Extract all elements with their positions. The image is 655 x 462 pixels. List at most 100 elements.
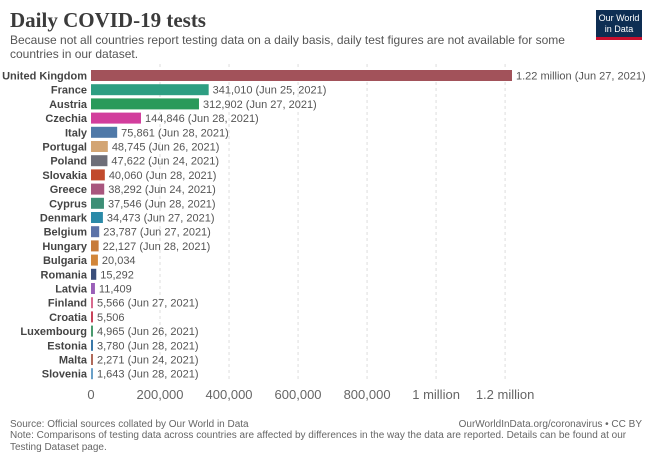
- owid-logo[interactable]: Our World in Data: [596, 10, 642, 40]
- country-label: Hungary: [42, 241, 88, 253]
- bar[interactable]: [91, 70, 512, 81]
- bar-row-austria[interactable]: Austria 312,902 (Jun 27, 2021): [49, 98, 317, 111]
- value-label: 4,965 (Jun 26, 2021): [97, 326, 199, 338]
- bar-row-estonia[interactable]: Estonia 3,780 (Jun 28, 2021): [47, 339, 199, 353]
- bar[interactable]: [91, 240, 99, 252]
- bar-row-france[interactable]: France 341,010 (Jun 25, 2021): [51, 84, 327, 97]
- chart-title: Daily COVID-19 tests: [10, 8, 206, 32]
- bar[interactable]: [91, 183, 105, 195]
- value-label: 47,622 (Jun 24, 2021): [111, 156, 219, 168]
- value-label: 38,292 (Jun 24, 2021): [108, 184, 216, 196]
- value-label: 1.22 million (Jun 27, 2021): [516, 71, 646, 83]
- bar[interactable]: [91, 268, 97, 280]
- country-label: Italy: [65, 127, 88, 139]
- gridlines: [159, 64, 506, 382]
- bar[interactable]: [91, 197, 104, 209]
- value-label: 40,060 (Jun 28, 2021): [109, 170, 217, 182]
- country-label: Estonia: [47, 340, 88, 352]
- note-text: Note: Comparisons of testing data across…: [10, 430, 627, 453]
- value-label: 11,409: [99, 284, 132, 296]
- bar[interactable]: [91, 283, 95, 294]
- bar-row-portugal[interactable]: Portugal 48,745 (Jun 26, 2021): [42, 141, 219, 154]
- country-label: Slovenia: [42, 369, 88, 381]
- value-label: 341,010 (Jun 25, 2021): [213, 85, 327, 97]
- logo-line-2: in Data: [604, 24, 634, 34]
- bar-row-cyprus[interactable]: Cyprus 37,546 (Jun 28, 2021): [49, 197, 216, 211]
- bar-row-malta[interactable]: Malta 2,271 (Jun 24, 2021): [59, 354, 199, 367]
- logo-line-1: Our World: [598, 13, 640, 23]
- bar[interactable]: [91, 155, 108, 167]
- x-tick-label: 200,000: [137, 387, 184, 402]
- source-url-link[interactable]: OurWorldInData.org/coronavirus • CC BY: [458, 419, 642, 430]
- source-text: Source: Official sources collated by Our…: [10, 419, 249, 430]
- bar-row-belgium[interactable]: Belgium 23,787 (Jun 27, 2021): [44, 226, 211, 239]
- bar[interactable]: [91, 297, 93, 309]
- country-label: Belgium: [44, 227, 88, 239]
- chart-subtitle: Because not all countries report testing…: [10, 33, 565, 61]
- value-label: 48,745 (Jun 26, 2021): [112, 142, 220, 154]
- bar[interactable]: [91, 98, 199, 110]
- bar-row-bulgaria[interactable]: Bulgaria 20,034: [43, 254, 136, 268]
- bar-row-slovenia[interactable]: Slovenia 1,643 (Jun 28, 2021): [42, 368, 199, 381]
- x-axis-ticks: 0 200,000 400,000 600,000 800,000 1 million 1.…: [87, 387, 534, 402]
- value-label: 3,780 (Jun 28, 2021): [97, 340, 199, 352]
- x-tick-label: 600,000: [275, 387, 322, 402]
- bar-row-poland[interactable]: Poland 47,622 (Jun 24, 2021): [50, 155, 219, 168]
- country-label: Luxembourg: [20, 326, 87, 338]
- country-label: Malta: [59, 355, 88, 367]
- value-label: 23,787 (Jun 27, 2021): [103, 227, 211, 239]
- bar[interactable]: [91, 141, 108, 152]
- bar[interactable]: [91, 212, 103, 223]
- bar[interactable]: [91, 368, 93, 380]
- country-label: France: [51, 85, 87, 97]
- country-label: United Kingdom: [2, 71, 87, 83]
- bar-row-hungary[interactable]: Hungary 22,127 (Jun 28, 2021): [42, 240, 210, 253]
- bar[interactable]: [91, 126, 118, 138]
- bar-row-greece[interactable]: Greece 38,292 (Jun 24, 2021): [50, 183, 216, 197]
- value-label: 22,127 (Jun 28, 2021): [103, 241, 211, 253]
- bar-row-croatia[interactable]: Croatia 5,506: [49, 311, 125, 324]
- logo-accent-bar: [596, 37, 642, 40]
- x-tick-label: 0: [87, 387, 94, 402]
- bar-row-italy[interactable]: Italy 75,861 (Jun 28, 2021): [65, 126, 229, 140]
- bar-row-czechia[interactable]: Czechia 144,846 (Jun 28, 2021): [45, 112, 259, 126]
- x-tick-label: 1.2 million: [476, 387, 535, 402]
- bar[interactable]: [91, 325, 93, 337]
- value-label: 75,861 (Jun 28, 2021): [121, 127, 229, 139]
- value-label: 20,034: [102, 255, 136, 267]
- bar[interactable]: [91, 354, 93, 365]
- value-label: 2,271 (Jun 24, 2021): [97, 355, 199, 367]
- bar-row-united-kingdom[interactable]: United Kingdom 1.22 million (Jun 27, 2021…: [2, 70, 646, 83]
- bar[interactable]: [91, 254, 98, 266]
- bar-row-finland[interactable]: Finland 5,566 (Jun 27, 2021): [48, 297, 199, 310]
- value-label: 1,643 (Jun 28, 2021): [97, 369, 199, 381]
- bar[interactable]: [91, 226, 100, 238]
- country-label: Romania: [41, 269, 88, 281]
- value-label: 144,846 (Jun 28, 2021): [145, 113, 259, 125]
- value-label: 312,902 (Jun 27, 2021): [203, 99, 317, 111]
- bar[interactable]: [91, 84, 209, 96]
- bar[interactable]: [91, 311, 93, 323]
- country-label: Slovakia: [42, 170, 88, 182]
- bar[interactable]: [91, 169, 105, 181]
- bar-row-latvia[interactable]: Latvia 11,409: [55, 283, 132, 296]
- value-label: 5,566 (Jun 27, 2021): [97, 298, 199, 310]
- value-label: 37,546 (Jun 28, 2021): [108, 198, 216, 210]
- country-label: Greece: [50, 184, 87, 196]
- value-label: 34,473 (Jun 27, 2021): [107, 213, 215, 225]
- bar-row-luxembourg[interactable]: Luxembourg 4,965 (Jun 26, 2021): [20, 325, 199, 339]
- bar-row-slovakia[interactable]: Slovakia 40,060 (Jun 28, 2021): [42, 169, 216, 182]
- value-label: 15,292: [100, 269, 134, 281]
- bar-row-denmark[interactable]: Denmark 34,473 (Jun 27, 2021): [40, 212, 215, 225]
- value-label: 5,506: [97, 312, 125, 324]
- country-label: Bulgaria: [43, 255, 88, 267]
- bar[interactable]: [91, 112, 141, 124]
- bar-row-romania[interactable]: Romania 15,292: [41, 268, 134, 282]
- x-tick-label: 1 million: [412, 387, 460, 402]
- country-label: Austria: [49, 99, 88, 111]
- bars: United Kingdom 1.22 million (Jun 27, 2021…: [2, 70, 646, 381]
- bar[interactable]: [91, 339, 93, 351]
- x-tick-label: 400,000: [206, 387, 253, 402]
- country-label: Portugal: [42, 142, 87, 154]
